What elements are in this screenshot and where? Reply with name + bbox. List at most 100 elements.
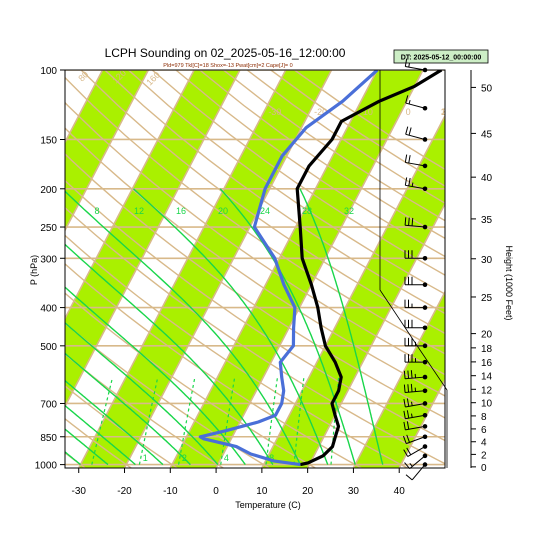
- barb-flag: [405, 95, 409, 104]
- x-tick-label: -10: [163, 486, 178, 497]
- barb-flag: [403, 398, 406, 408]
- y-axis-label: P (hPa): [29, 255, 39, 285]
- x-tick-label: -30: [72, 486, 87, 497]
- barb-station-dot: [422, 255, 428, 261]
- barb-station-dot: [422, 163, 428, 169]
- barb-station-dot: [422, 413, 428, 418]
- wind-barb: [403, 383, 428, 394]
- x-axis: -30 -20 -10 0 10 20 30 40: [72, 468, 405, 497]
- hodograph-outline: [379, 70, 448, 468]
- isotherm: [65, 70, 150, 233]
- barb-staff: [411, 464, 426, 481]
- barb-station-dot: [422, 374, 428, 380]
- height-tick-label: 8: [481, 412, 487, 423]
- moist-adiabat-label: 20: [218, 206, 228, 216]
- height-tick-label: 6: [481, 425, 487, 436]
- height-tick-label: 0: [481, 463, 487, 474]
- height-tick-label: 10: [481, 399, 493, 410]
- height-tick-label: 14: [481, 372, 493, 383]
- isotherm: [261, 114, 445, 468]
- barb-station-dot: [422, 434, 428, 440]
- barb-flag: [404, 217, 407, 226]
- barb-flag: [405, 474, 413, 481]
- moist-adiabat: [65, 190, 301, 465]
- barb-flag: [403, 370, 406, 379]
- dry-adiabat: [80, 70, 445, 335]
- barb-flag: [408, 177, 411, 187]
- wind-barb: [404, 319, 428, 331]
- moist-adiabat-label: 32: [344, 206, 354, 216]
- isotherm-label: 10: [441, 107, 451, 117]
- plot-frame: [64, 69, 446, 469]
- height-axis-label: Height (1000 Feet): [504, 245, 514, 320]
- p-tick-label: 200: [40, 185, 57, 196]
- dry-adiabat: [104, 70, 445, 315]
- p-tick-label: 850: [40, 433, 57, 444]
- dry-adiabat: [65, 76, 445, 355]
- x-axis-label: Temperature (C): [235, 500, 301, 510]
- barb-station-dot: [422, 444, 428, 449]
- dry-adiabat: [175, 70, 445, 258]
- barb-flag: [409, 463, 413, 467]
- dry-adiabat: [128, 70, 445, 295]
- isotherm: [65, 70, 195, 321]
- barb-staff: [407, 446, 426, 457]
- moist-adiabat: [65, 404, 136, 466]
- wind-barb: [404, 177, 428, 192]
- isotherm-label: 20: [441, 107, 451, 117]
- p-tick-label: 150: [40, 135, 57, 146]
- barb-station-dot: [422, 224, 428, 230]
- wind-barb: [403, 370, 428, 380]
- isotherm-band: [445, 70, 540, 468]
- mixing-ratio-line: [91, 376, 114, 465]
- x-tick-label: 10: [256, 486, 268, 497]
- barb-flag: [403, 410, 406, 419]
- mixing-ratio-line: [265, 377, 279, 465]
- dry-adiabat: [65, 206, 445, 465]
- isotherm-label: -30: [268, 107, 281, 117]
- dry-adiabat: [65, 127, 445, 397]
- isotherm: [444, 466, 445, 468]
- barb-staff: [405, 133, 426, 140]
- height-tick-label: 16: [481, 358, 493, 369]
- mixing-ratio-line: [178, 376, 196, 465]
- barb-flag: [404, 462, 411, 469]
- moist-adiabat-label: 28: [302, 206, 312, 216]
- barb-staff: [405, 102, 426, 109]
- barb-flag: [405, 126, 409, 135]
- moist-adiabat: [65, 321, 219, 466]
- wind-barb: [405, 462, 428, 481]
- barb-flag: [403, 421, 406, 430]
- mixing-ratio-label: 4: [224, 453, 229, 463]
- height-tick-label: 2: [481, 450, 487, 461]
- barb-flag: [406, 410, 410, 419]
- isotherm: [491, 70, 540, 468]
- barb-flag: [408, 127, 412, 136]
- dry-adiabat: [65, 101, 445, 376]
- barb-station-dot: [422, 388, 428, 394]
- mixing-ratio-label: 2: [182, 453, 187, 463]
- x-tick-label: 20: [302, 486, 314, 497]
- wind-barb: [405, 126, 428, 142]
- height-tick-label: 20: [481, 330, 493, 341]
- barb-station-dot: [422, 462, 428, 467]
- isotherm-band: [170, 70, 424, 468]
- barb-station-dot: [422, 105, 428, 111]
- p-tick-label: 250: [40, 223, 57, 234]
- barb-flag: [407, 370, 410, 379]
- barb-station-dot: [422, 359, 428, 365]
- dry-adiabat: [65, 152, 445, 419]
- barb-staff: [405, 414, 426, 420]
- wind-barb: [404, 354, 428, 365]
- dry-adiabat: [151, 70, 445, 276]
- mixing-ratio-line: [220, 377, 236, 465]
- chart-subtitle: Pld=979 Tkl[C]=18 Shox=-13 Pwat[cm]=2 Ca…: [163, 63, 292, 69]
- barb-station-dot: [422, 325, 428, 331]
- barb-flag: [406, 398, 410, 407]
- barb-station-dot: [422, 137, 428, 142]
- moist-adiabat: [219, 188, 356, 465]
- dry-adiabat: [65, 179, 445, 442]
- barb-station-dot: [422, 401, 428, 406]
- isotherm-label: -20: [314, 107, 327, 117]
- barb-flag: [406, 434, 410, 443]
